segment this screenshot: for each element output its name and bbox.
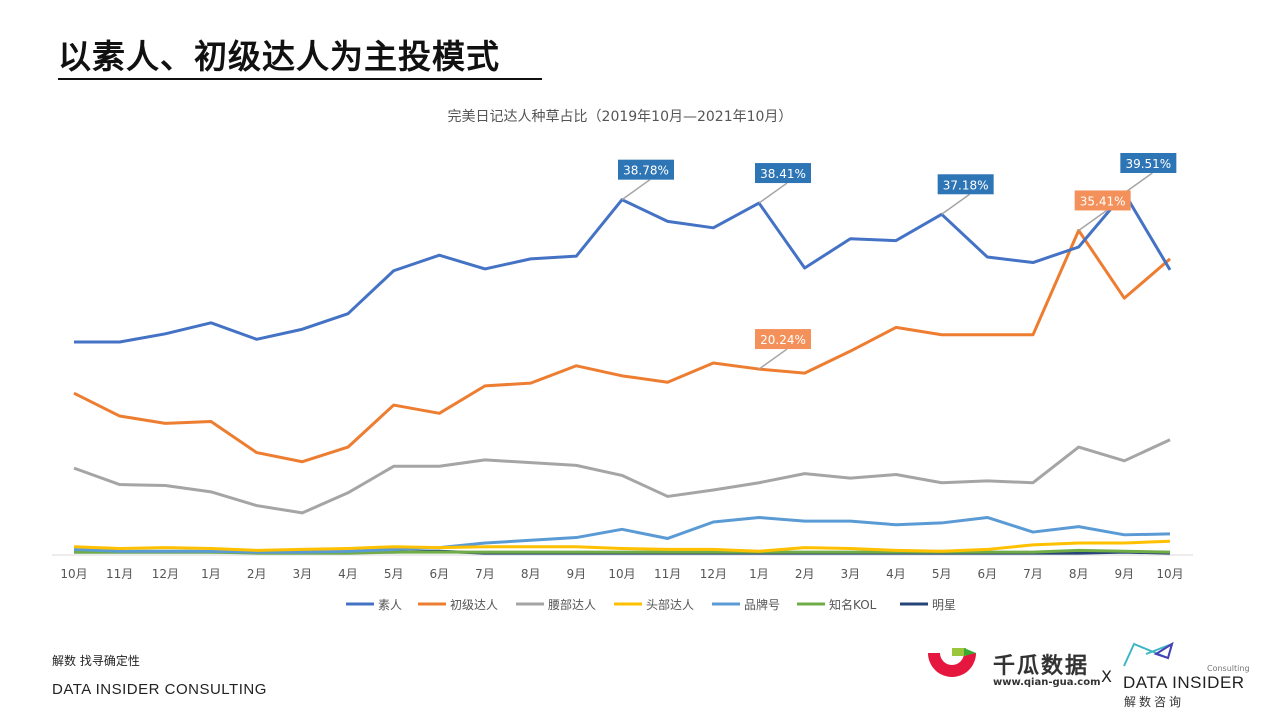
series-4 [73,515,1171,554]
data-label: 35.41% [1080,194,1126,208]
data-label: 37.18% [943,178,989,192]
legend-label: 初级达人 [450,598,498,612]
data-label-box [937,174,994,195]
legend-label: 明星 [932,598,956,612]
data-label-box [1120,153,1177,173]
x-tick-label: 8月 [521,567,541,581]
x-tick-label: 10月 [60,567,87,581]
datainsider-sub: Consulting [1207,664,1250,673]
data-label-leader [1123,172,1153,194]
legend-item: 腰部达人 [516,597,596,612]
x-tick-label: 11月 [106,567,133,581]
series-3 [73,539,1171,553]
page-title: 以素人、初级达人为主投模式 [58,37,500,76]
x-tick-label: 3月 [293,567,313,581]
legend-label: 知名KOL [829,597,877,612]
series-1 [73,228,1171,464]
series-line [73,228,1171,464]
data-label: 20.24% [760,333,806,347]
legend-item: 明星 [900,598,956,612]
line-chart: 10月 11月 12月 1月 2月 3月 4月 5月 6月 7月 8月 9月 10月 11月 12月 1月 2月… [52,153,1193,612]
series-0 [73,191,1172,344]
x-tick-label: 1月 [749,567,769,581]
x-tick-label: 8月 [1069,567,1089,581]
qiangua-logo-icon [928,648,976,677]
x-tick-label: 6月 [430,567,450,581]
legend-label: 品牌号 [744,598,780,612]
footer-tagline: 解数 找寻确定性 [52,654,140,668]
legend-item: 初级达人 [418,598,498,612]
qiangua-url: www.qian-gua.com [993,677,1101,688]
series-line [73,539,1171,553]
x-tick-label: 1月 [201,567,221,581]
logo-separator: X [1101,667,1112,686]
data-label: 38.78% [623,164,669,178]
data-label-box [755,329,811,350]
x-tick-label: 9月 [567,567,587,581]
x-tick-label: 2月 [795,567,815,581]
series-2 [73,438,1171,515]
x-tick-label: 7月 [1023,567,1043,581]
x-tick-label: 5月 [384,567,404,581]
legend-label: 素人 [378,598,402,612]
x-tick-label: 10月 [1156,567,1183,581]
data-label: 38.41% [760,167,806,181]
data-label: 39.51% [1125,157,1171,171]
x-tick-label: 12月 [152,567,179,581]
datainsider-logo-icon [1123,641,1174,667]
title-underline [58,78,542,80]
qiangua-name: 千瓜数据 [993,654,1090,679]
chart-title: 完美日记达人种草占比（2019年10月—2021年10月） [447,109,793,125]
legend-label: 腰部达人 [548,597,596,612]
data-label-leader [621,179,651,201]
datainsider-name: DATA INSIDER [1123,673,1245,692]
x-tick-label: 2月 [247,567,267,581]
data-label-box [755,163,811,184]
datainsider-cn: 解数咨询 [1124,695,1185,709]
x-tick-label: 7月 [475,567,495,581]
legend-label: 头部达人 [646,597,694,612]
series-line [73,438,1171,515]
x-tick-label: 3月 [841,567,861,581]
legend-item: 品牌号 [712,598,780,612]
data-label-leader [1078,209,1108,232]
x-tick-label: 10月 [608,567,635,581]
series-line [74,191,1172,344]
x-tick-label: 4月 [338,567,358,581]
x-tick-label: 9月 [1115,567,1135,581]
footer-company: DATA INSIDER CONSULTING [52,681,267,698]
legend-item: 知名KOL [797,597,877,612]
legend-item: 素人 [346,598,402,612]
data-label-box [1074,190,1131,211]
x-tick-label: 11月 [654,567,681,581]
data-label-leader [941,193,971,215]
x-tick-label: 5月 [932,567,952,581]
data-label-leader [758,348,788,370]
x-tick-label: 12月 [700,567,727,581]
data-label-leader [758,182,788,204]
legend-item: 头部达人 [614,597,694,612]
x-tick-label: 6月 [978,567,998,581]
x-tick-label: 4月 [886,567,906,581]
data-label-box [618,159,674,180]
